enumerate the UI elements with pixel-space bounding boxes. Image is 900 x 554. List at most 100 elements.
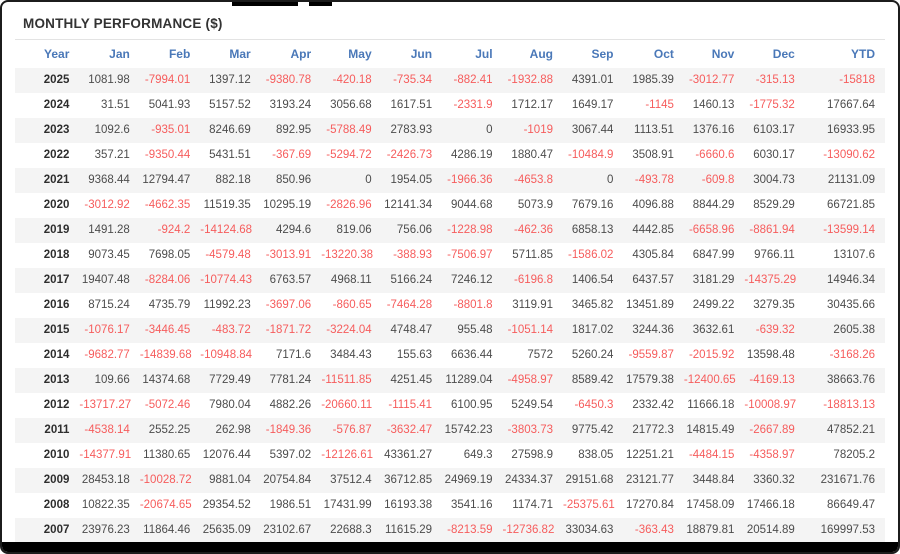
value-cell: -7464.28	[386, 299, 433, 311]
table-row: 2015 -1076.17 -3446.45 -483.72 -1871.72 -3224…	[15, 317, 885, 343]
value-cell: 838.05	[578, 449, 614, 461]
value-cell: 13598.48	[746, 349, 795, 361]
value-cell: 4305.84	[632, 249, 674, 261]
widget-content: MONTHLY PERFORMANCE ($) Year Jan Feb Mar Apr…	[2, 2, 898, 543]
value-cell: 4294.6	[260, 217, 322, 243]
value-cell: 9766.11	[754, 249, 795, 261]
year-cell: 2022	[43, 149, 70, 161]
value-cell: 4251.45	[381, 367, 443, 393]
value-cell: 10822.35	[81, 499, 130, 511]
value-cell: -860.65	[332, 299, 372, 311]
value-cell: 38663.76	[804, 367, 885, 393]
column-header-jul[interactable]: Jul	[475, 46, 493, 61]
value-cell: 9044.68	[450, 199, 493, 211]
value-cell: 6858.13	[563, 217, 624, 243]
value-cell: -10008.97	[744, 399, 797, 411]
column-header-nov[interactable]: Nov	[711, 46, 735, 61]
value-cell: -3012.77	[683, 67, 745, 93]
value-cell: -4169.13	[744, 367, 805, 393]
table-row: 2017 19407.48 -8284.06 -10774.43 6763.57 4968…	[15, 267, 885, 293]
value-cell: 3067.44	[563, 117, 624, 143]
year-cell: 2020	[43, 199, 70, 211]
value-cell: -2015.92	[688, 349, 735, 361]
value-cell: -462.36	[502, 217, 563, 243]
value-cell: 21131.09	[804, 167, 885, 193]
column-header-apr[interactable]: Apr	[290, 46, 312, 61]
value-cell: -13220.38	[321, 249, 373, 261]
table-header-row: Year Jan Feb Mar Apr May Jun Jul Aug Sep Oct Nov Dec…	[15, 40, 885, 68]
value-cell: 5041.93	[148, 99, 191, 111]
value-cell: 36712.85	[381, 467, 443, 493]
column-header-dec[interactable]: Dec	[772, 46, 795, 61]
value-cell: 5249.54	[511, 399, 553, 411]
value-cell: 5397.02	[269, 449, 312, 461]
value-cell: -1849.36	[260, 417, 322, 443]
value-cell: -11511.85	[321, 367, 382, 393]
value-cell: 8529.29	[753, 199, 795, 211]
column-header-feb[interactable]: Feb	[168, 46, 191, 61]
column-header-mar[interactable]: Mar	[229, 46, 251, 61]
value-cell: -9350.44	[144, 149, 191, 161]
table-row: 2020 -3012.92 -4662.35 11519.35 10295.19 -282…	[15, 193, 885, 218]
value-cell: 16933.95	[804, 117, 885, 143]
value-cell: -609.8	[683, 167, 745, 193]
value-cell: 29354.52	[202, 499, 251, 511]
value-cell: 24334.37	[502, 467, 563, 493]
value-cell: 12794.47	[139, 167, 201, 193]
column-header-jan[interactable]: Jan	[109, 46, 130, 61]
year-cell: 2013	[15, 367, 80, 393]
value-cell: -1228.98	[442, 217, 503, 243]
value-cell: -8861.94	[744, 217, 805, 243]
value-cell: 24969.19	[442, 467, 503, 493]
value-cell: -4538.14	[79, 417, 140, 443]
value-cell: 2783.93	[381, 117, 443, 143]
top-edge-artifact	[232, 2, 298, 6]
value-cell: 23976.23	[79, 517, 140, 543]
value-cell: 5431.51	[209, 149, 251, 161]
column-header-may[interactable]: May	[348, 46, 372, 61]
value-cell: 8844.29	[692, 199, 735, 211]
value-cell: -1145	[645, 99, 674, 111]
column-header-sep[interactable]: Sep	[591, 46, 614, 61]
column-header-jun[interactable]: Jun	[410, 46, 433, 61]
value-cell: -12126.61	[321, 449, 373, 461]
column-header-year[interactable]: Year	[44, 46, 70, 61]
value-cell: -4579.48	[205, 249, 251, 261]
value-cell: 3541.16	[450, 499, 493, 511]
value-cell: 11864.46	[139, 517, 201, 543]
value-cell: 5260.24	[571, 349, 614, 361]
value-cell: -4358.97	[749, 449, 795, 461]
value-cell: -3697.06	[265, 299, 312, 311]
value-cell: 1712.17	[511, 99, 553, 111]
performance-table-body: 2025 1081.98 -7994.01 1397.12 -9380.78 -420.1…	[15, 67, 885, 543]
column-header-ytd[interactable]: YTD	[851, 46, 875, 61]
value-cell: 17579.38	[623, 367, 684, 393]
value-cell: -3803.73	[502, 417, 563, 443]
value-cell: 7679.16	[571, 199, 614, 211]
value-cell: 882.18	[200, 167, 261, 193]
value-cell: -483.72	[200, 317, 261, 343]
year-cell: 2015	[15, 317, 80, 343]
value-cell: -5072.46	[144, 399, 191, 411]
value-cell: 27598.9	[511, 449, 553, 461]
column-header-oct[interactable]: Oct	[653, 46, 674, 61]
value-cell: 21772.3	[623, 417, 684, 443]
value-cell: 6030.17	[753, 149, 795, 161]
value-cell: -4484.15	[688, 449, 735, 461]
value-cell: -18813.13	[823, 399, 875, 411]
value-cell: 3465.82	[571, 299, 614, 311]
column-header-aug[interactable]: Aug	[529, 46, 553, 61]
table-row: 2012 -13717.27 -5072.46 7980.04 4882.26 -2066…	[15, 393, 885, 418]
value-cell: -2667.89	[744, 417, 805, 443]
value-cell: 14815.49	[683, 417, 745, 443]
value-cell: 819.06	[321, 217, 382, 243]
value-cell: -1115.41	[388, 399, 433, 411]
value-cell: -924.2	[139, 217, 201, 243]
value-cell: 0	[442, 117, 503, 143]
value-cell: 13107.6	[833, 249, 875, 261]
value-cell: -1051.14	[502, 317, 563, 343]
value-cell: 1081.98	[79, 67, 140, 93]
value-cell: 4968.11	[321, 267, 382, 293]
value-cell: 11289.04	[442, 367, 503, 393]
